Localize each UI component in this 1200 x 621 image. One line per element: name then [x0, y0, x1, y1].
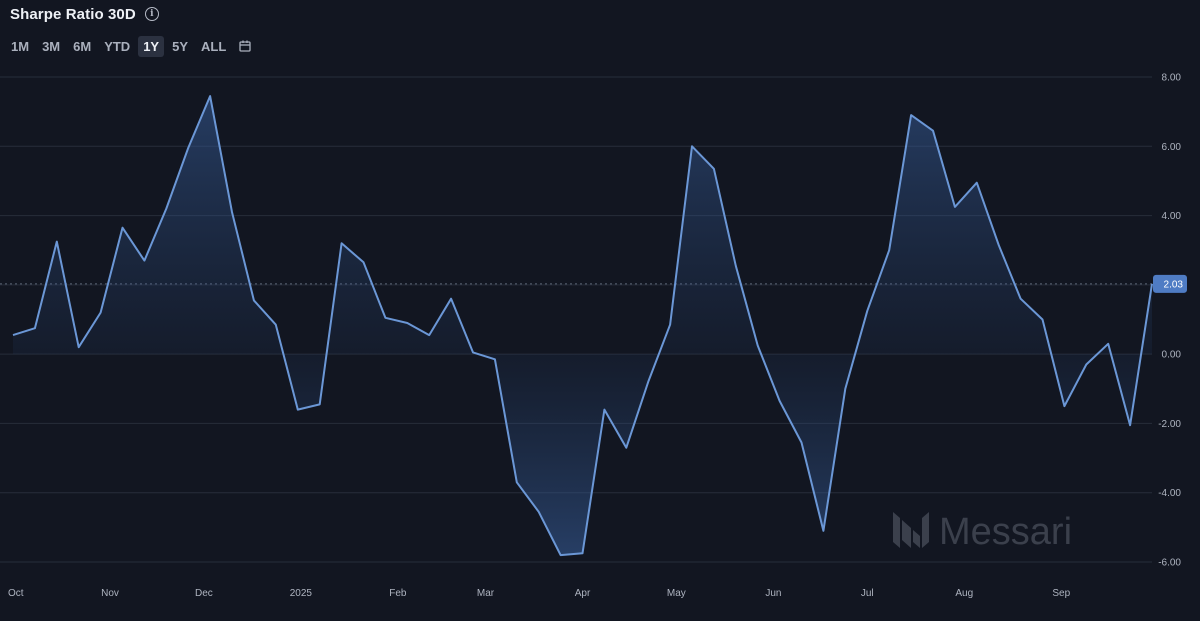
data-point — [581, 551, 585, 555]
x-tick-label: Jun — [765, 588, 781, 599]
x-tick-label: Nov — [101, 588, 119, 599]
data-point — [821, 529, 825, 533]
data-point — [559, 553, 563, 557]
data-point — [427, 333, 431, 337]
data-point — [208, 94, 212, 98]
data-point — [493, 357, 497, 361]
data-point — [471, 350, 475, 354]
data-point — [99, 311, 103, 315]
range-button-3m[interactable]: 3M — [42, 38, 61, 54]
data-point — [515, 480, 519, 484]
range-button-1y[interactable]: 1Y — [138, 35, 165, 57]
data-point — [975, 181, 979, 185]
chart-header: Sharpe Ratio 30D i — [10, 2, 159, 26]
y-tick-label: 4.00 — [1162, 211, 1182, 222]
data-point — [296, 408, 300, 412]
data-point — [1128, 423, 1132, 427]
range-button-1m[interactable]: 1M — [11, 38, 30, 54]
data-point — [734, 264, 738, 268]
data-point — [142, 259, 146, 263]
data-point — [800, 441, 804, 445]
data-point — [756, 344, 760, 348]
data-point — [887, 248, 891, 252]
time-range-selector: 1M 3M 6M YTD 1Y 5Y ALL — [6, 35, 256, 57]
data-point — [537, 510, 541, 514]
data-point — [362, 260, 366, 264]
x-tick-label: Oct — [8, 588, 24, 599]
data-point — [1041, 318, 1045, 322]
data-point — [318, 402, 322, 406]
current-value-badge — [1153, 274, 1187, 293]
data-point — [164, 207, 168, 211]
x-tick-label: May — [667, 588, 686, 599]
current-value-label: 2.03 — [1164, 279, 1184, 290]
range-button-6m[interactable]: 6M — [73, 38, 92, 54]
range-button-5y[interactable]: 5Y — [172, 38, 188, 54]
data-point — [1062, 404, 1066, 408]
x-tick-label: Feb — [389, 588, 407, 599]
data-point — [953, 205, 957, 209]
x-tick-label: Aug — [955, 588, 973, 599]
y-tick-label: 8.00 — [1162, 73, 1182, 84]
y-tick-label: 0.00 — [1162, 350, 1182, 361]
chart-title: Sharpe Ratio 30D — [10, 5, 136, 23]
data-point — [77, 345, 81, 349]
data-point — [274, 323, 278, 327]
data-point — [383, 316, 387, 320]
y-tick-label: -6.00 — [1158, 558, 1181, 569]
y-tick-label: 6.00 — [1162, 142, 1182, 153]
data-point — [690, 144, 694, 148]
x-tick-label: Jul — [861, 588, 874, 599]
range-button-ytd[interactable]: YTD — [104, 38, 131, 54]
data-point — [449, 297, 453, 301]
x-tick-label: Dec — [195, 588, 213, 599]
y-tick-label: -4.00 — [1158, 488, 1181, 499]
data-point — [186, 146, 190, 150]
data-point — [230, 210, 234, 214]
data-point — [931, 129, 935, 133]
data-point — [252, 298, 256, 302]
x-tick-label: 2025 — [290, 588, 313, 599]
data-point — [778, 399, 782, 403]
data-point — [909, 113, 913, 117]
y-tick-label: -2.00 — [1158, 419, 1181, 430]
data-point — [55, 240, 59, 244]
data-point — [121, 226, 125, 230]
messari-watermark: Messari — [893, 511, 1072, 553]
sharpe-area-fill — [13, 96, 1152, 556]
calendar-icon[interactable] — [234, 37, 256, 55]
data-point — [1084, 363, 1088, 367]
data-point — [843, 387, 847, 391]
range-button-all[interactable]: ALL — [201, 38, 227, 54]
data-point — [712, 167, 716, 171]
x-tick-label: Apr — [575, 588, 591, 599]
data-point — [11, 333, 15, 337]
data-point — [1019, 297, 1023, 301]
sharpe-series-line — [12, 95, 1153, 557]
data-point — [602, 408, 606, 412]
data-point — [668, 323, 672, 327]
data-point — [33, 326, 37, 330]
data-point — [865, 309, 869, 313]
data-point — [1106, 342, 1110, 346]
data-point — [405, 321, 409, 325]
data-point — [646, 380, 650, 384]
data-point — [340, 241, 344, 245]
data-point — [997, 243, 1001, 247]
data-point — [624, 446, 628, 450]
watermark-text: Messari — [939, 511, 1072, 553]
x-tick-label: Sep — [1052, 588, 1070, 599]
info-icon[interactable]: i — [144, 7, 159, 21]
x-tick-label: Mar — [477, 588, 495, 599]
